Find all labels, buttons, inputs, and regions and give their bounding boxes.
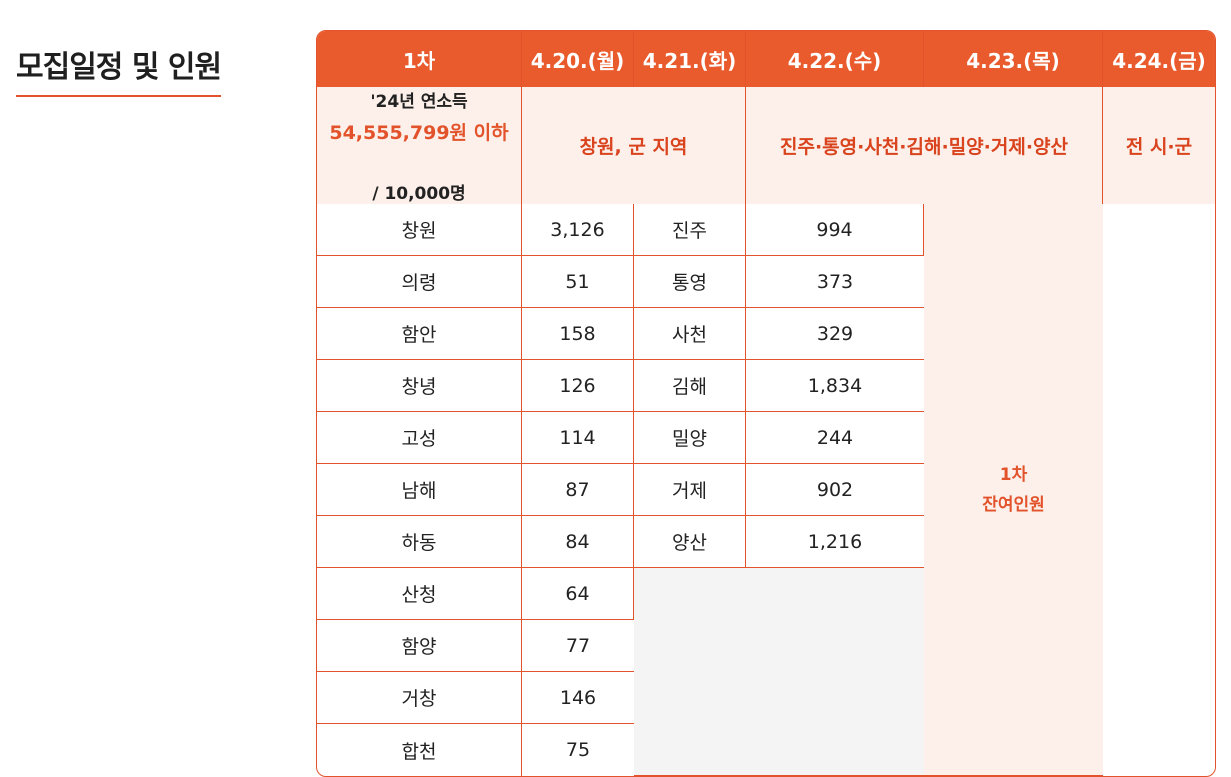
table-row: 거창 146	[317, 672, 1215, 724]
region-name: 창녕	[317, 360, 522, 412]
region-name: 김해	[634, 360, 746, 412]
region-name: 합천	[317, 724, 522, 776]
region-name: 통영	[634, 256, 746, 308]
table-row: 창원 3,126 진주 994 1차 잔여인원	[317, 204, 1215, 776]
region-name: 거창	[317, 672, 522, 724]
region-name: 진주	[634, 204, 746, 256]
region-name: 하동	[317, 516, 522, 568]
region-count: 126	[522, 360, 634, 412]
table-row: 함양 77	[317, 620, 1215, 672]
table-row: 하동 84 양산 1,216	[317, 516, 1215, 568]
region-name: 밀양	[634, 412, 746, 464]
table-row: 창녕 126 김해 1,834	[317, 360, 1215, 412]
subheader-row: '24년 연소득 54,555,799원 이하 / 10,000명 창원, 군 …	[317, 87, 1215, 204]
table-row: 고성 114 밀양 244	[317, 412, 1215, 464]
income-amount: 54,555,799원 이하	[329, 122, 509, 144]
income-quota: / 10,000명	[372, 184, 466, 204]
region-name: 사천	[634, 308, 746, 360]
region-name: 산청	[317, 568, 522, 620]
header-row: 1차 4.20.(월) 4.21.(화) 4.22.(수) 4.23.(목) 4…	[317, 31, 1215, 87]
region-count: 146	[522, 672, 634, 724]
region-name: 양산	[634, 516, 746, 568]
region-name: 의령	[317, 256, 522, 308]
section-title: 모집일정 및 인원	[16, 42, 222, 97]
header-date-5: 4.24.(금)	[1103, 31, 1215, 87]
remaining-line-2: 잔여인원	[982, 494, 1045, 515]
region-count: 158	[522, 308, 634, 360]
header-date-1: 4.20.(월)	[522, 31, 634, 87]
region-count: 51	[522, 256, 634, 308]
region-name: 함양	[317, 620, 522, 672]
table-row: 함안 158 사천 329	[317, 308, 1215, 360]
region-name: 남해	[317, 464, 522, 516]
income-label: '24년 연소득	[370, 92, 468, 112]
region-name: 함안	[317, 308, 522, 360]
header-round: 1차	[317, 31, 522, 87]
income-criteria-cell: '24년 연소득 54,555,799원 이하 / 10,000명	[317, 87, 522, 204]
group-1-header: 창원, 군 지역	[522, 87, 746, 204]
region-count: 373	[746, 256, 924, 308]
region-count: 329	[746, 308, 924, 360]
region-count: 64	[522, 568, 634, 620]
region-count: 75	[565, 739, 591, 761]
region-name: 거제	[634, 464, 746, 516]
region-name: 창원	[317, 204, 522, 256]
header-date-3: 4.22.(수)	[746, 31, 924, 87]
region-count: 994	[746, 204, 924, 256]
recruitment-schedule-table: 1차 4.20.(월) 4.21.(화) 4.22.(수) 4.23.(목) 4…	[316, 30, 1216, 777]
region-count: 84	[522, 516, 634, 568]
region-count: 114	[522, 412, 634, 464]
region-count: 244	[746, 412, 924, 464]
region-count: 77	[522, 620, 634, 672]
region-count: 1,216	[746, 516, 924, 568]
group-2-header: 진주·통영·사천·김해·밀양·거제·양산	[746, 87, 1103, 204]
header-date-2: 4.21.(화)	[634, 31, 746, 87]
empty-area	[634, 568, 924, 776]
region-count: 902	[746, 464, 924, 516]
remaining-line-1: 1차	[999, 464, 1028, 485]
region-count: 1,834	[746, 360, 924, 412]
region-count: 3,126	[522, 204, 634, 256]
table-row: 남해 87 거제 902	[317, 464, 1215, 516]
group-3-header: 전 시·군	[1103, 87, 1215, 204]
header-date-4: 4.23.(목)	[924, 31, 1103, 87]
region-name: 고성	[317, 412, 522, 464]
table-row: 의령 51 통영 373	[317, 256, 1215, 308]
region-count: 87	[522, 464, 634, 516]
